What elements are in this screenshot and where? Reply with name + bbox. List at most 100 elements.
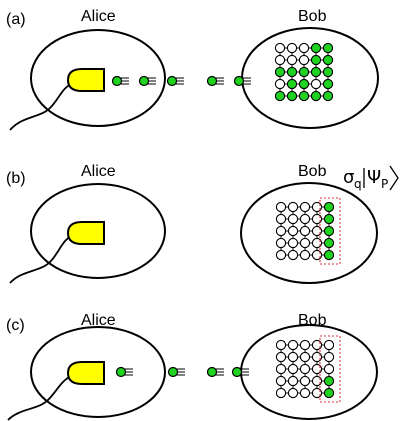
- lattice-node: [299, 213, 311, 225]
- state-sigma-subscript: q: [354, 177, 362, 191]
- bob-lattice: [274, 42, 334, 102]
- lattice-node-measured: [322, 90, 334, 102]
- lattice-node: [299, 201, 311, 213]
- lattice-node: [287, 363, 299, 375]
- lattice-node-measured: [323, 387, 335, 399]
- fiber-cable: [9, 81, 77, 131]
- lattice-node: [311, 363, 323, 375]
- photon-dot: [166, 75, 178, 87]
- lattice-node-measured: [274, 66, 286, 78]
- lattice-node: [311, 225, 323, 237]
- photon: [115, 366, 133, 378]
- lattice-node: [299, 237, 311, 249]
- photon-stream: [115, 366, 249, 378]
- lattice-node-measured: [323, 237, 335, 249]
- lattice-node: [311, 375, 323, 387]
- lattice-node: [298, 54, 310, 66]
- photon-source-icon: [66, 68, 105, 92]
- lattice-node: [311, 213, 323, 225]
- lattice-node: [299, 387, 311, 399]
- panel-b: (b) Alice Bob σ q Ψ P: [6, 163, 399, 284]
- photon-dot: [167, 366, 179, 378]
- photon: [206, 75, 224, 87]
- photon-dot: [206, 75, 218, 87]
- lattice-node-measured: [323, 225, 335, 237]
- lattice-node: [299, 363, 311, 375]
- lattice-node: [275, 237, 287, 249]
- lattice-node: [287, 387, 299, 399]
- photon: [111, 75, 129, 87]
- lattice-node: [311, 201, 323, 213]
- lattice-node: [287, 237, 299, 249]
- lattice-node: [310, 78, 322, 90]
- photon: [167, 366, 185, 378]
- lattice-node: [287, 201, 299, 213]
- photon-dot: [138, 75, 150, 87]
- lattice-node: [298, 42, 310, 54]
- lattice-node: [287, 339, 299, 351]
- bob-region: [241, 27, 379, 129]
- photon: [166, 75, 184, 87]
- lattice-node-measured: [298, 78, 310, 90]
- selection-box: [319, 197, 341, 265]
- panel-c-tag: (c): [6, 317, 25, 334]
- lattice-node-measured: [286, 66, 298, 78]
- photon: [138, 75, 156, 87]
- lattice-node: [311, 237, 323, 249]
- lattice-node-measured: [286, 90, 298, 102]
- lattice-node: [274, 78, 286, 90]
- photon-dot: [115, 366, 127, 378]
- lattice-node: [286, 42, 298, 54]
- photon-dot: [231, 366, 243, 378]
- lattice-node: [287, 375, 299, 387]
- panel-a: (a) Alice Bob: [6, 8, 379, 131]
- lattice-node-measured: [323, 201, 335, 213]
- lattice-node: [275, 363, 287, 375]
- lattice-node-measured: [310, 54, 322, 66]
- panel-c: (c) Alice Bob: [6, 312, 378, 421]
- lattice-node: [299, 339, 311, 351]
- photon-source-icon: [66, 361, 105, 385]
- lattice-node-measured: [323, 249, 335, 261]
- lattice-node: [323, 363, 335, 375]
- photon: [233, 75, 251, 87]
- lattice-node-measured: [274, 90, 286, 102]
- lattice-node: [275, 351, 287, 363]
- lattice-node: [275, 387, 287, 399]
- lattice-node: [299, 375, 311, 387]
- lattice-node-measured: [322, 66, 334, 78]
- panel-b-alice-label: Alice: [81, 163, 116, 180]
- photon-stream: [111, 75, 251, 87]
- lattice-node: [287, 213, 299, 225]
- ket-angle: [389, 165, 399, 191]
- lattice-node: [311, 339, 323, 351]
- photon-source-icon: [66, 221, 105, 245]
- state-sigma: σ: [343, 167, 354, 188]
- lattice-node: [323, 351, 335, 363]
- panel-a-tag: (a): [6, 11, 26, 28]
- photon-dot: [111, 75, 123, 87]
- lattice-node: [299, 225, 311, 237]
- lattice-node: [286, 54, 298, 66]
- bob-lattice: [275, 197, 341, 265]
- panel-a-alice-label: Alice: [81, 8, 116, 25]
- lattice-node: [275, 225, 287, 237]
- lattice-node: [274, 54, 286, 66]
- lattice-node: [287, 351, 299, 363]
- lattice-node: [275, 249, 287, 261]
- lattice-node: [311, 249, 323, 261]
- photon-dot: [233, 75, 245, 87]
- photon-dot: [206, 366, 218, 378]
- lattice-node: [275, 339, 287, 351]
- lattice-node-measured: [323, 375, 335, 387]
- state-psi-subscript: P: [381, 177, 388, 191]
- lattice-node-measured: [298, 90, 310, 102]
- lattice-node-measured: [322, 78, 334, 90]
- lattice-node: [323, 339, 335, 351]
- panel-a-bob-label: Bob: [298, 8, 327, 25]
- lattice-node-measured: [310, 90, 322, 102]
- lattice-node: [299, 351, 311, 363]
- lattice-node: [311, 351, 323, 363]
- lattice-node: [311, 387, 323, 399]
- panel-c-alice-label: Alice: [81, 312, 116, 329]
